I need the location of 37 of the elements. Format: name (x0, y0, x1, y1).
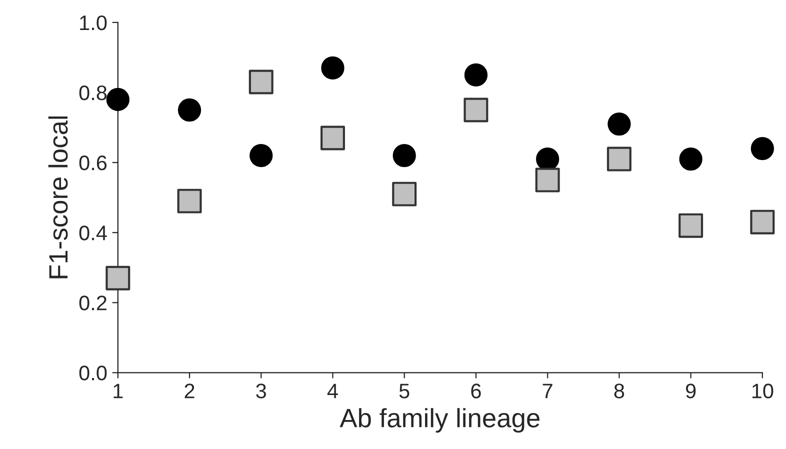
point (464, 98, 488, 122)
x-axis-title: Ab family lineage (340, 408, 540, 433)
x-tick-label: 5 (399, 384, 410, 398)
x-tick-label: 10 (752, 384, 774, 398)
x-tick-label: 9 (686, 384, 696, 398)
point (178, 98, 202, 122)
point (392, 182, 417, 206)
point (320, 126, 345, 150)
x-tick-label: 4 (327, 384, 338, 398)
point (750, 136, 774, 160)
y-tick-label: 0.2 (79, 296, 106, 310)
x-tick-label: 3 (256, 384, 266, 398)
y-tick-label: 1.0 (80, 15, 107, 30)
point (535, 168, 560, 192)
point (678, 213, 704, 238)
point (606, 146, 632, 172)
y-tick-label: 0.8 (79, 85, 107, 100)
point (106, 266, 130, 290)
point (106, 88, 130, 112)
y-tick-label: 0.6 (79, 156, 107, 170)
point (608, 112, 631, 136)
x-tick-label: 6 (471, 384, 481, 398)
y-tick-label: 0.4 (79, 226, 107, 240)
x-tick-label: 1 (114, 384, 123, 398)
point (248, 70, 274, 94)
point (392, 144, 416, 168)
x-tick-label: 7 (542, 384, 552, 398)
point (321, 56, 344, 80)
x-tick-label: 8 (614, 384, 624, 398)
point (177, 188, 202, 214)
point (679, 147, 702, 171)
point (750, 210, 775, 234)
y-tick-label: 0.0 (79, 366, 107, 380)
y-axis-title: F1-score local (48, 116, 68, 278)
point (250, 144, 273, 168)
x-tick-label: 2 (184, 384, 194, 398)
point (464, 63, 488, 87)
